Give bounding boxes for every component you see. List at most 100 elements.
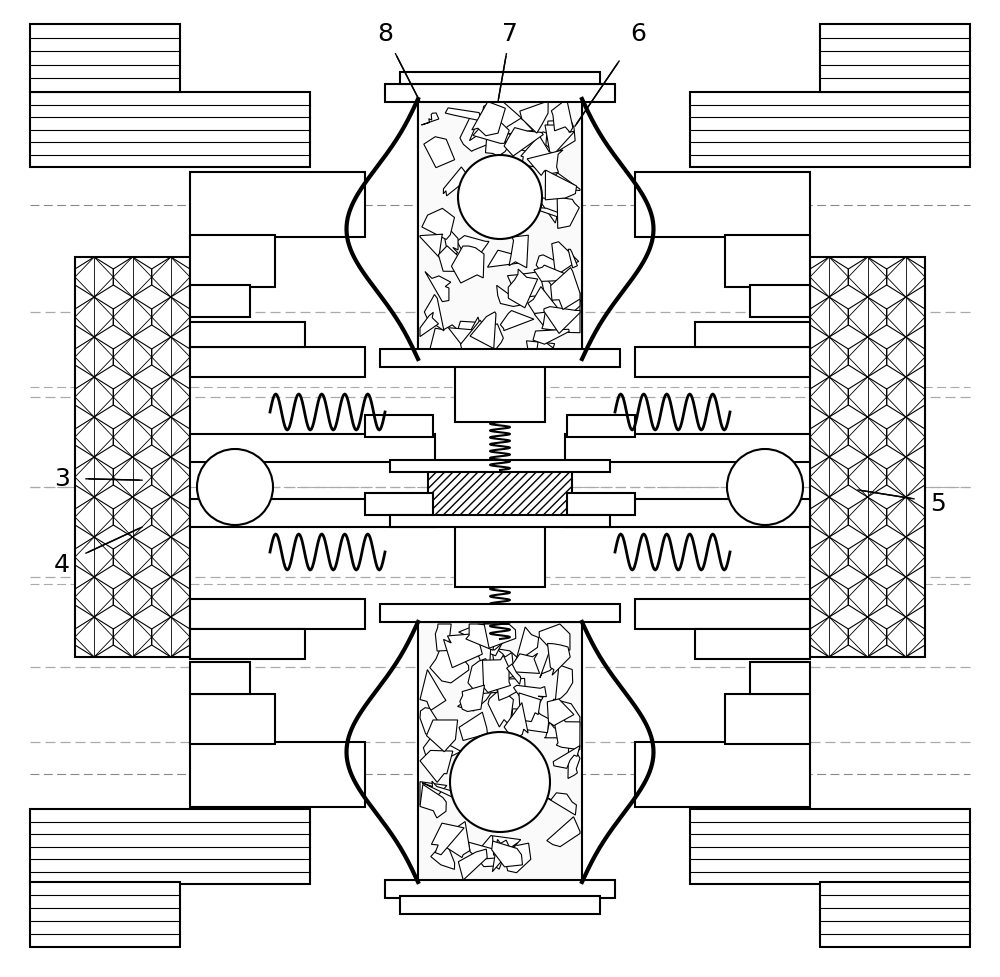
Circle shape xyxy=(450,732,550,832)
Bar xyxy=(565,499,810,528)
Polygon shape xyxy=(521,136,554,169)
Polygon shape xyxy=(420,785,446,818)
Polygon shape xyxy=(545,171,577,200)
Polygon shape xyxy=(554,714,580,750)
Text: 8: 8 xyxy=(377,22,393,46)
Bar xyxy=(418,622,582,882)
Polygon shape xyxy=(522,133,560,159)
Bar xyxy=(400,73,600,85)
Polygon shape xyxy=(546,793,576,815)
Polygon shape xyxy=(431,840,455,870)
Bar xyxy=(190,499,435,528)
Polygon shape xyxy=(422,782,456,799)
Polygon shape xyxy=(448,328,480,348)
Polygon shape xyxy=(540,654,556,678)
Polygon shape xyxy=(549,700,580,729)
Polygon shape xyxy=(422,209,454,240)
Bar xyxy=(428,468,572,523)
Polygon shape xyxy=(536,340,565,358)
Circle shape xyxy=(197,449,273,526)
Polygon shape xyxy=(473,115,509,145)
Bar xyxy=(190,629,305,659)
Bar xyxy=(455,358,545,423)
Polygon shape xyxy=(445,108,481,122)
Polygon shape xyxy=(438,246,468,273)
Polygon shape xyxy=(460,686,484,712)
Polygon shape xyxy=(553,745,580,769)
Polygon shape xyxy=(515,627,539,663)
Polygon shape xyxy=(488,689,513,727)
Polygon shape xyxy=(426,720,458,752)
Bar xyxy=(725,235,810,287)
Polygon shape xyxy=(555,665,573,701)
Bar xyxy=(820,882,970,947)
Polygon shape xyxy=(446,822,470,858)
Polygon shape xyxy=(460,116,492,152)
Polygon shape xyxy=(508,654,540,674)
Polygon shape xyxy=(472,103,505,137)
Bar xyxy=(190,695,275,744)
Polygon shape xyxy=(497,286,523,307)
Polygon shape xyxy=(425,273,451,302)
Polygon shape xyxy=(568,739,580,779)
Polygon shape xyxy=(459,712,488,741)
Bar xyxy=(190,173,365,237)
Bar xyxy=(75,258,190,658)
Bar xyxy=(695,322,810,348)
Bar xyxy=(635,348,810,378)
Polygon shape xyxy=(510,709,549,733)
Polygon shape xyxy=(537,208,570,222)
Bar xyxy=(690,93,970,168)
Polygon shape xyxy=(501,843,531,872)
Polygon shape xyxy=(544,308,580,334)
Polygon shape xyxy=(469,114,494,142)
Polygon shape xyxy=(502,116,533,136)
Bar xyxy=(30,809,310,884)
Polygon shape xyxy=(457,236,489,268)
Polygon shape xyxy=(568,250,577,269)
Polygon shape xyxy=(542,299,563,332)
Bar xyxy=(635,743,810,807)
Polygon shape xyxy=(519,694,541,722)
Text: 3: 3 xyxy=(54,467,70,490)
Polygon shape xyxy=(423,736,461,761)
Polygon shape xyxy=(533,330,569,345)
Polygon shape xyxy=(502,137,526,144)
Polygon shape xyxy=(421,114,439,126)
Polygon shape xyxy=(424,295,444,331)
Polygon shape xyxy=(420,708,447,735)
Polygon shape xyxy=(468,634,503,657)
Bar xyxy=(30,882,180,947)
Polygon shape xyxy=(528,287,560,315)
Polygon shape xyxy=(481,624,510,651)
Text: 4: 4 xyxy=(54,553,70,576)
Bar xyxy=(690,809,970,884)
Polygon shape xyxy=(547,817,580,847)
Polygon shape xyxy=(468,842,505,860)
Bar xyxy=(190,285,250,318)
Polygon shape xyxy=(468,658,498,694)
Polygon shape xyxy=(545,123,575,158)
Polygon shape xyxy=(472,642,491,668)
Polygon shape xyxy=(520,102,548,134)
Bar xyxy=(725,695,810,744)
Bar xyxy=(190,599,365,629)
Bar xyxy=(385,85,615,103)
Bar xyxy=(567,415,635,438)
Polygon shape xyxy=(539,624,570,659)
Polygon shape xyxy=(430,647,469,683)
Polygon shape xyxy=(443,168,466,196)
Polygon shape xyxy=(484,624,516,649)
Bar xyxy=(190,235,275,287)
Polygon shape xyxy=(548,644,570,675)
Polygon shape xyxy=(435,624,451,652)
Text: 5: 5 xyxy=(930,491,946,515)
Polygon shape xyxy=(466,624,499,651)
Bar xyxy=(380,350,620,367)
Bar xyxy=(365,415,433,438)
Polygon shape xyxy=(458,849,487,880)
Polygon shape xyxy=(546,121,575,155)
Circle shape xyxy=(727,449,803,526)
Bar xyxy=(418,100,582,360)
Polygon shape xyxy=(482,656,511,693)
